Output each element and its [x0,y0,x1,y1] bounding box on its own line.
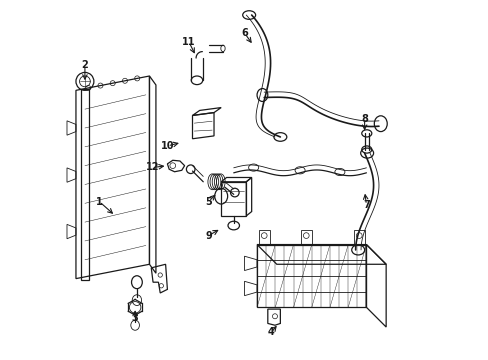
Text: 6: 6 [241,28,247,38]
Text: 7: 7 [362,200,369,210]
Text: 9: 9 [205,231,212,240]
Text: 1: 1 [96,197,102,207]
Text: 10: 10 [161,141,174,151]
Text: 8: 8 [361,114,367,124]
Text: 5: 5 [205,197,212,207]
Text: 4: 4 [267,327,274,337]
Text: 12: 12 [146,162,160,172]
Text: 11: 11 [182,37,195,47]
Text: 2: 2 [81,60,88,70]
Text: 3: 3 [131,313,138,323]
